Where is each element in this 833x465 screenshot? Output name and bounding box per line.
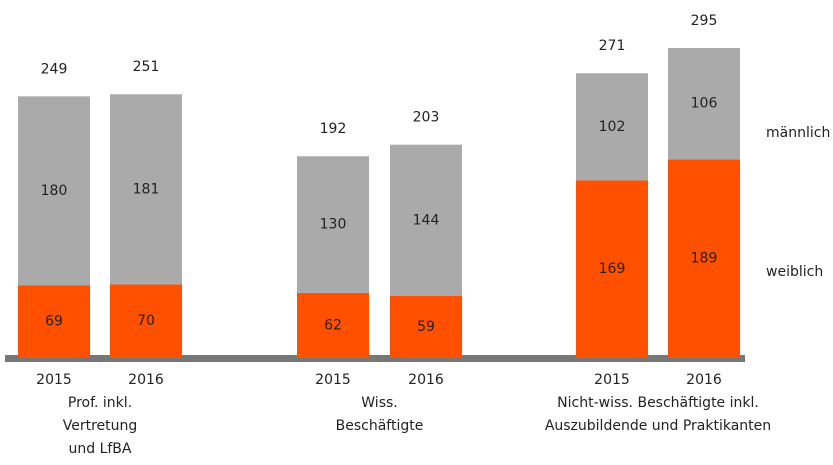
bar-segment — [110, 284, 182, 358]
bar-segment — [390, 296, 462, 358]
group-label: Prof. inkl. — [68, 395, 132, 411]
group-label: und LfBA — [69, 441, 132, 457]
group-label: Beschäftigte — [336, 418, 424, 434]
value-label: 69 — [45, 314, 63, 330]
value-label: 169 — [599, 261, 626, 277]
value-label: 189 — [691, 251, 718, 267]
group-label: Auszubildende und Praktikanten — [545, 418, 771, 434]
value-label: 106 — [691, 96, 718, 112]
x-tick-label: 2015 — [594, 372, 630, 388]
value-label: 144 — [413, 212, 440, 228]
bar-segment — [297, 292, 369, 358]
value-label: 70 — [137, 313, 155, 329]
legend-label: weiblich — [766, 264, 823, 280]
bar-segment — [18, 96, 90, 286]
bar-segment — [390, 144, 462, 296]
legend-label: männlich — [766, 125, 830, 141]
bar-segment — [668, 48, 740, 160]
bar-segment — [18, 285, 90, 358]
x-tick-label: 2015 — [315, 372, 351, 388]
bar-segment — [297, 156, 369, 293]
bar-segment — [576, 180, 648, 358]
x-tick-label: 2016 — [408, 372, 444, 388]
x-tick-label: 2016 — [128, 372, 164, 388]
bar-segment — [576, 73, 648, 181]
bar-segment — [110, 94, 182, 285]
x-tick-label: 2016 — [686, 372, 722, 388]
total-label: 271 — [599, 38, 626, 54]
total-label: 192 — [320, 121, 347, 137]
value-label: 130 — [320, 217, 347, 233]
value-label: 181 — [133, 181, 160, 197]
bar-segment — [668, 159, 740, 358]
value-label: 62 — [324, 317, 342, 333]
group-label: Vertretung — [63, 418, 138, 434]
baseline — [5, 355, 745, 362]
value-label: 102 — [599, 119, 626, 135]
total-label: 251 — [133, 59, 160, 75]
total-label: 249 — [41, 61, 68, 77]
x-tick-label: 2015 — [36, 372, 72, 388]
total-label: 295 — [691, 13, 718, 29]
value-label: 59 — [417, 319, 435, 335]
total-label: 203 — [413, 110, 440, 126]
value-label: 180 — [41, 183, 68, 199]
group-label: Nicht-wiss. Beschäftigte inkl. — [557, 395, 759, 411]
group-label: Wiss. — [361, 395, 397, 411]
